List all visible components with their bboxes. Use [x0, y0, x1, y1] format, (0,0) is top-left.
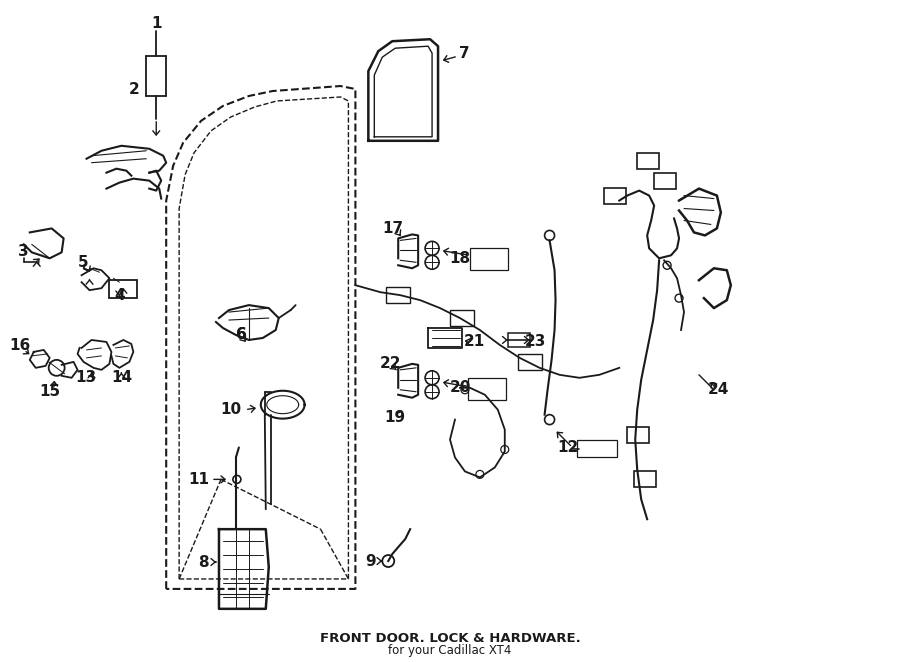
Text: 2: 2: [129, 81, 140, 97]
Text: 6: 6: [236, 328, 247, 342]
Text: 21: 21: [464, 334, 484, 350]
Text: FRONT DOOR. LOCK & HARDWARE.: FRONT DOOR. LOCK & HARDWARE.: [320, 632, 580, 645]
Text: 22: 22: [380, 356, 401, 371]
Text: 19: 19: [384, 410, 406, 425]
Bar: [110, 280, 138, 298]
Text: 20: 20: [449, 380, 471, 395]
Text: 16: 16: [9, 338, 31, 354]
Text: 11: 11: [189, 472, 210, 487]
Text: 6: 6: [236, 328, 247, 342]
Text: 7: 7: [459, 46, 469, 61]
Text: 12: 12: [557, 440, 578, 455]
Text: 17: 17: [382, 221, 404, 236]
Text: 1: 1: [151, 16, 161, 31]
Text: 18: 18: [449, 251, 471, 266]
Text: 15: 15: [39, 384, 60, 399]
Text: 3: 3: [19, 244, 29, 259]
Bar: [627, 426, 649, 442]
Bar: [654, 173, 676, 189]
Text: 8: 8: [198, 555, 209, 569]
Text: 23: 23: [525, 334, 546, 350]
Bar: [604, 187, 626, 203]
Text: 9: 9: [365, 553, 375, 569]
Bar: [508, 333, 530, 347]
Bar: [470, 248, 508, 270]
Text: 13: 13: [75, 370, 96, 385]
Text: 4: 4: [114, 288, 125, 303]
Text: 14: 14: [111, 370, 132, 385]
Text: for your Cadillac XT4: for your Cadillac XT4: [388, 644, 512, 657]
Text: 24: 24: [708, 382, 730, 397]
Bar: [450, 310, 474, 326]
Text: 5: 5: [78, 255, 89, 270]
Bar: [518, 354, 542, 370]
Bar: [634, 471, 656, 487]
Bar: [468, 378, 506, 400]
Bar: [578, 440, 617, 457]
Bar: [386, 287, 410, 303]
Bar: [637, 153, 659, 169]
Text: 10: 10: [220, 402, 241, 417]
